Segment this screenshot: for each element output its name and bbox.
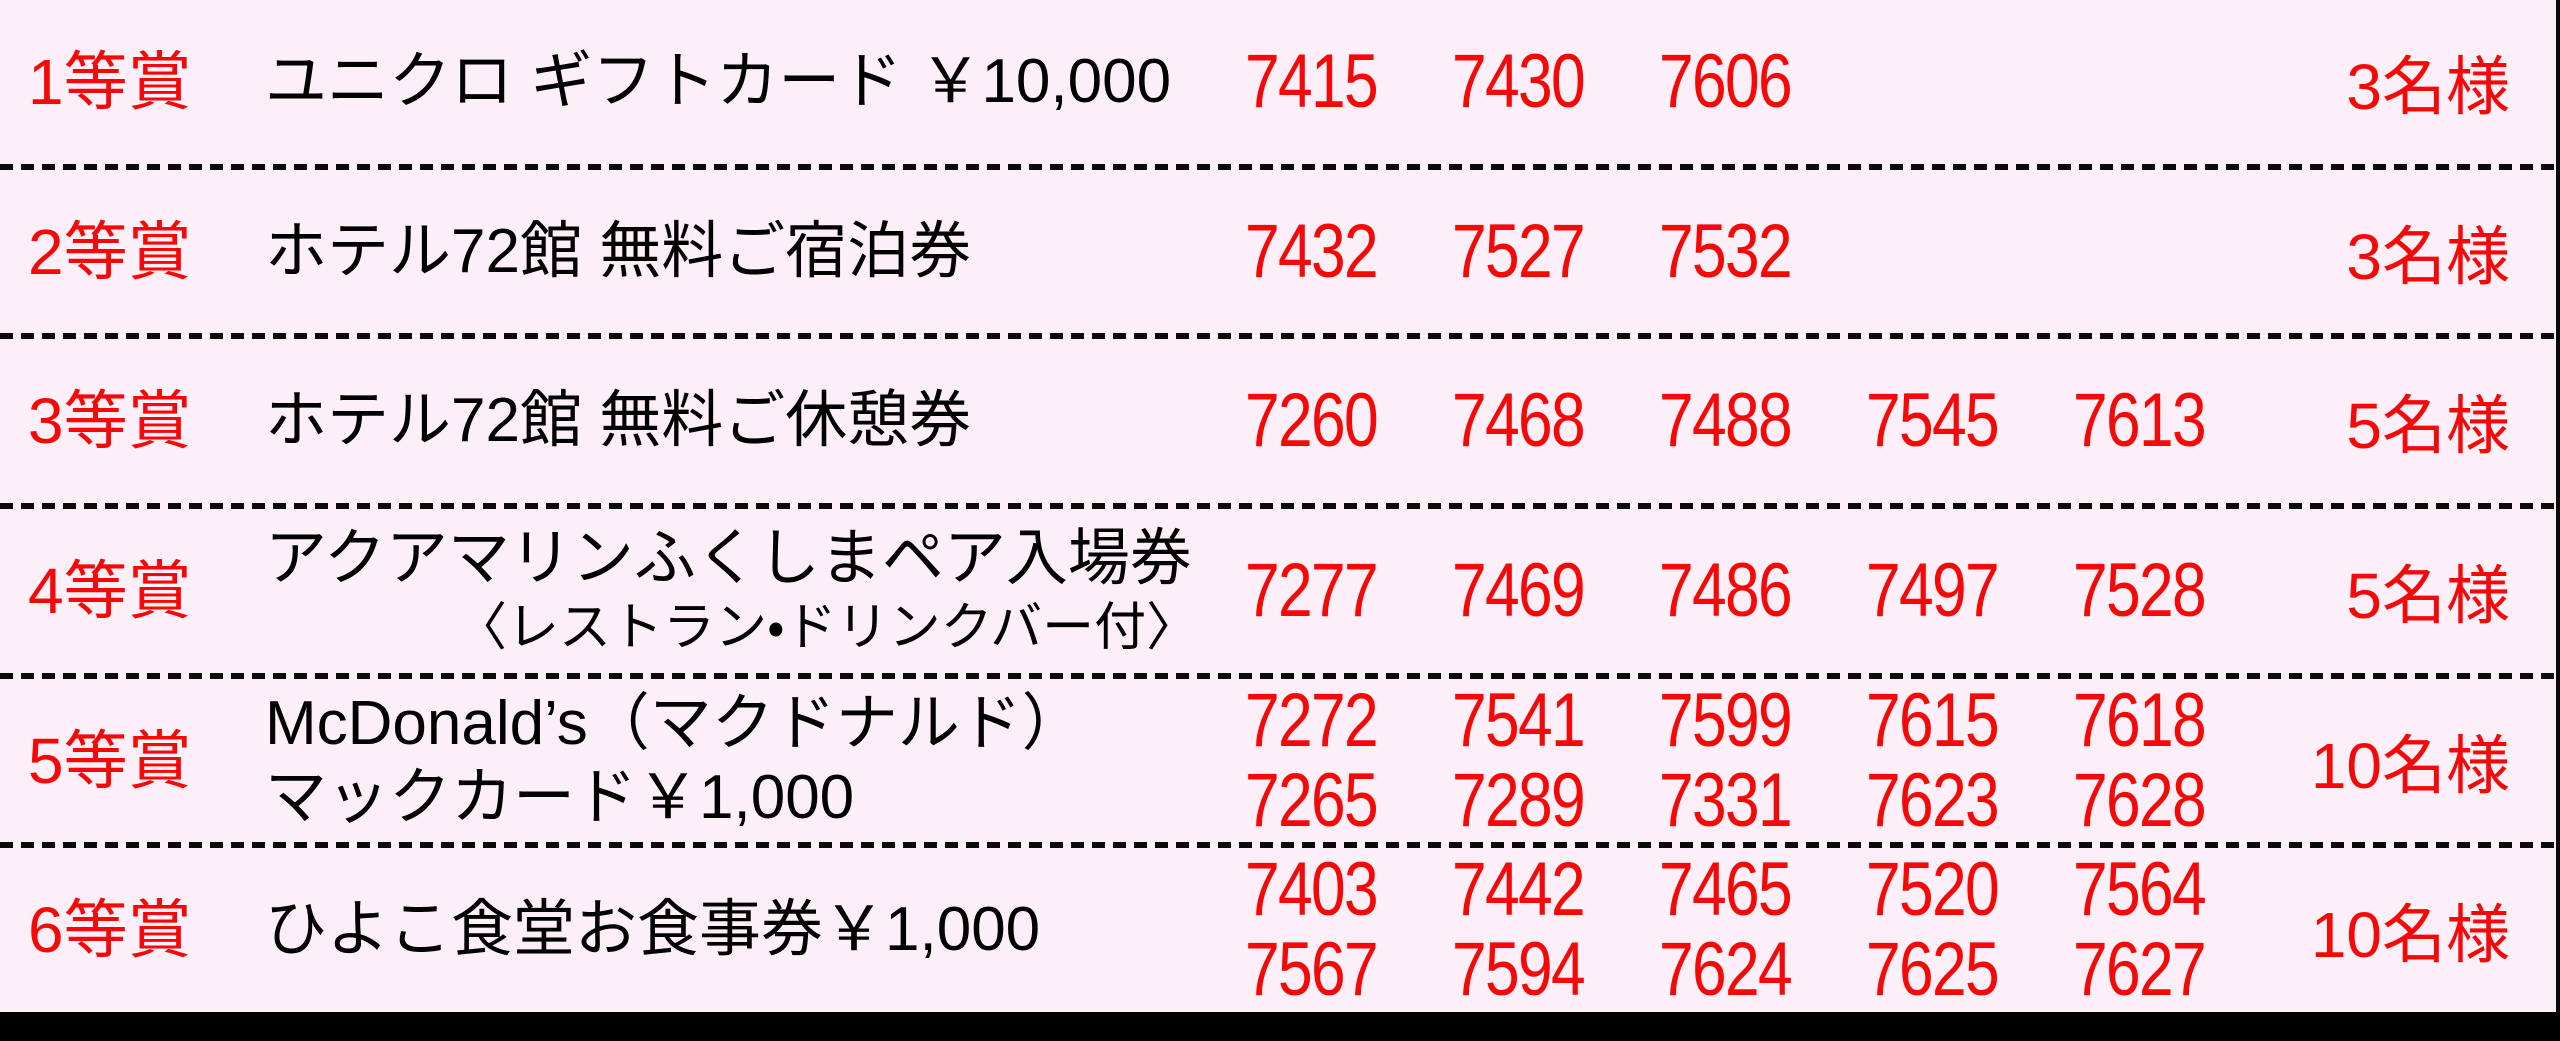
- winning-number: 7272: [1245, 677, 1379, 763]
- dashed-separator: [0, 163, 2560, 170]
- prize-cell: ユニクロ ギフトカード ￥10,000: [240, 45, 1245, 119]
- winning-number: 7442: [1452, 847, 1586, 933]
- winning-number: 7532: [1659, 208, 1793, 294]
- table-row: 3等賞 ホテル72館 無料ご休憩券 7260 7468 7488 7545 7613 5名様: [0, 339, 2560, 503]
- winning-number: 7594: [1452, 927, 1586, 1013]
- table-row: 5等賞 McDonald’s（マクドナルド） マックカード￥1,000 7272 754…: [0, 679, 2560, 843]
- prize-text: ひよこ食堂お食事券￥1,000: [265, 895, 1041, 965]
- winning-number: 7520: [1866, 847, 2000, 933]
- dashed-separator: [0, 333, 2560, 340]
- numbers-cell: 7272 7541 7599 7615 7618 7265 7289 7331 7623 7628: [1245, 677, 2285, 843]
- winning-number: 7469: [1452, 547, 1586, 633]
- winning-number: 7528: [2073, 547, 2207, 633]
- table-row: 1等賞 ユニクロ ギフトカード ￥10,000 7415 7430 7606 3名様: [0, 0, 2560, 164]
- numbers-cell: 7277 7469 7486 7497 7528: [1245, 547, 2285, 633]
- winning-number: 7465: [1659, 847, 1793, 933]
- table-row: 6等賞 ひよこ食堂お食事券￥1,000 7403 7442 7465 7520 7564 75…: [0, 848, 2560, 1012]
- winning-number: 7564: [2073, 847, 2207, 933]
- prize-cell: ひよこ食堂お食事券￥1,000: [240, 893, 1245, 967]
- numbers-row: 7567 7594 7624 7625 7627: [1245, 930, 2285, 1010]
- winning-number: 7606: [1659, 38, 1793, 124]
- prize-text: ユニクロ ギフトカード ￥10,000: [265, 46, 1172, 116]
- dashed-separator: [0, 842, 2560, 849]
- prize-note-text: 〈レストラン・ドリンクバー付〉: [455, 598, 1199, 657]
- dashed-separator: [0, 503, 2560, 510]
- winning-number: 7468: [1452, 378, 1586, 464]
- winning-number: 7488: [1659, 378, 1793, 464]
- winning-number: 7430: [1452, 38, 1586, 124]
- rank-label: 2等賞: [28, 215, 192, 288]
- right-border-line: [2556, 0, 2560, 1041]
- winning-number: 7567: [1245, 927, 1379, 1013]
- numbers-row: 7265 7289 7331 7623 7628: [1245, 757, 2285, 843]
- winner-count: 5名様: [2346, 390, 2510, 463]
- winning-number: 7486: [1659, 547, 1793, 633]
- numbers-row: 7260 7468 7488 7545 7613: [1245, 381, 2285, 461]
- winning-number: 7277: [1245, 547, 1379, 633]
- winning-number: 7265: [1245, 757, 1379, 843]
- winning-number: 7403: [1245, 847, 1379, 933]
- numbers-cell: 7260 7468 7488 7545 7613: [1245, 381, 2285, 461]
- winning-number: 7627: [2073, 927, 2207, 1013]
- winner-count: 5名様: [2346, 559, 2510, 632]
- rank-label: 6等賞: [28, 894, 192, 967]
- winning-number: 7625: [1866, 927, 2000, 1013]
- winning-number: 7331: [1659, 757, 1793, 843]
- numbers-cell: 7403 7442 7465 7520 7564 7567 7594 7624 7625 7627: [1245, 850, 2285, 1010]
- winner-count: 10名様: [2310, 729, 2510, 802]
- rank-label: 1等賞: [28, 45, 192, 118]
- dashed-separator: [0, 672, 2560, 679]
- winning-number: 7432: [1245, 208, 1379, 294]
- prize-cell: McDonald’s（マクドナルド） マックカード￥1,000: [240, 687, 1245, 835]
- numbers-cell: 7415 7430 7606: [1245, 38, 2285, 124]
- prize-cell: アクアマリンふくしまペア入場券 〈レストラン・ドリンクバー付〉: [240, 522, 1245, 660]
- numbers-row: 7277 7469 7486 7497 7528: [1245, 547, 2285, 633]
- prize-cell: ホテル72館 無料ご休憩券: [240, 384, 1245, 458]
- prize-cell: ホテル72館 無料ご宿泊券: [240, 215, 1245, 289]
- winner-count: 3名様: [2346, 220, 2510, 293]
- winning-number: 7289: [1452, 757, 1586, 843]
- winner-count: 10名様: [2310, 899, 2510, 972]
- prize-text: McDonald’s（マクドナルド）: [265, 688, 1084, 758]
- winning-number: 7613: [2073, 378, 2207, 464]
- winning-number: 7541: [1452, 677, 1586, 763]
- rank-label: 3等賞: [28, 385, 192, 458]
- numbers-row: 7415 7430 7606: [1245, 38, 2285, 124]
- prize-text: アクアマリンふくしまペア入場券: [265, 523, 1192, 593]
- numbers-row: 7432 7527 7532: [1245, 208, 2285, 294]
- bottom-black-bar: [0, 1012, 2560, 1041]
- winning-number: 7260: [1245, 378, 1379, 464]
- winning-number: 7628: [2073, 757, 2207, 843]
- winning-number: 7599: [1659, 677, 1793, 763]
- winning-number: 7615: [1866, 677, 2000, 763]
- prize-table: 1等賞 ユニクロ ギフトカード ￥10,000 7415 7430 7606 3名様 2等賞…: [0, 0, 2560, 1012]
- winning-number: 7624: [1659, 927, 1793, 1013]
- prize-text: ホテル72館 無料ご宿泊券: [265, 216, 972, 286]
- winning-number: 7545: [1866, 378, 2000, 464]
- winning-number: 7618: [2073, 677, 2207, 763]
- winning-number: 7497: [1866, 547, 2000, 633]
- numbers-row: 7403 7442 7465 7520 7564: [1245, 850, 2285, 930]
- winning-number: 7415: [1245, 38, 1379, 124]
- prize-text: マックカード￥1,000: [265, 762, 855, 832]
- winning-number: 7623: [1866, 757, 2000, 843]
- prize-text: ホテル72館 無料ご休憩券: [265, 386, 972, 456]
- winning-number: 7527: [1452, 208, 1586, 294]
- numbers-cell: 7432 7527 7532: [1245, 208, 2285, 294]
- numbers-row: 7272 7541 7599 7615 7618: [1245, 677, 2285, 763]
- winner-count: 3名様: [2346, 50, 2510, 123]
- table-row: 4等賞 アクアマリンふくしまペア入場券 〈レストラン・ドリンクバー付〉 7277 746…: [0, 509, 2560, 673]
- rank-label: 4等賞: [28, 554, 192, 627]
- rank-label: 5等賞: [28, 724, 192, 797]
- table-row: 2等賞 ホテル72館 無料ご宿泊券 7432 7527 7532 3名様: [0, 170, 2560, 334]
